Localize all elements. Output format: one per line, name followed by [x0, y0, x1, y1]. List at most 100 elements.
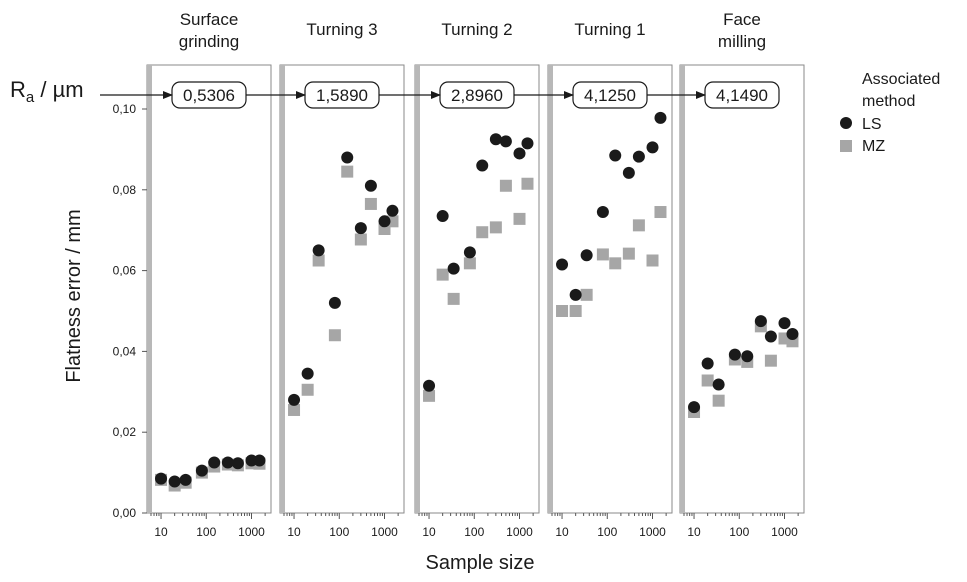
x-tick-label: 100 — [196, 525, 216, 539]
panels: Surface grinding 10 100 1000 0,5306 Turning 3 1… — [100, 10, 805, 539]
y-tick-label: 0,00 — [113, 506, 137, 520]
ls-point — [580, 249, 593, 262]
ls-point — [436, 210, 449, 223]
panel: Turning 3 10 100 1000 1,5890 — [279, 20, 405, 539]
ls-point — [386, 204, 399, 217]
panel-frame — [547, 64, 673, 514]
mz-point — [701, 374, 714, 387]
x-tick-label: 100 — [597, 525, 617, 539]
ls-point — [253, 454, 266, 467]
ls-point — [646, 141, 659, 154]
mz-point — [364, 197, 377, 210]
ls-point — [354, 222, 367, 235]
mz-point — [423, 389, 436, 402]
y-axis: 0,00 0,02 0,04 0,06 0,08 0,10 — [113, 102, 147, 520]
mz-point — [556, 305, 569, 317]
panel-title: Face — [723, 10, 761, 29]
mz-point — [580, 288, 593, 301]
mz-point — [354, 233, 367, 246]
x-tick-label: 1000 — [371, 525, 398, 539]
y-tick-label: 0,06 — [113, 264, 137, 278]
ls-point — [728, 348, 741, 361]
panel-frame — [679, 64, 805, 514]
panel-title: milling — [718, 32, 766, 51]
mz-point — [521, 177, 534, 190]
x-tick-label: 100 — [729, 525, 749, 539]
x-tick-label: 10 — [555, 525, 569, 539]
ls-point — [609, 149, 622, 162]
ls-point — [764, 330, 777, 343]
x-tick-label: 10 — [422, 525, 436, 539]
ls-point — [754, 315, 767, 328]
ls-point — [155, 472, 168, 485]
ra-value: 1,5890 — [316, 86, 368, 105]
ls-point — [231, 457, 244, 470]
ls-point — [701, 357, 714, 370]
mz-point — [569, 305, 582, 317]
x-axis-title: Sample size — [426, 552, 535, 574]
y-tick-label: 0,04 — [113, 344, 137, 358]
y-tick-label: 0,08 — [113, 183, 137, 197]
mz-point — [288, 403, 301, 416]
x-tick-label: 1000 — [639, 525, 666, 539]
x-tick-label: 10 — [687, 525, 701, 539]
mz-point — [489, 221, 502, 234]
ls-point — [569, 288, 582, 301]
panel-title: Turning 3 — [306, 20, 377, 39]
ls-point — [476, 159, 489, 172]
x-tick-label: 100 — [329, 525, 349, 539]
mz-point — [301, 383, 314, 396]
ls-point — [596, 206, 609, 219]
mz-point — [312, 254, 325, 267]
ls-point — [786, 328, 799, 341]
x-tick-label: 10 — [287, 525, 301, 539]
ls-point — [463, 246, 476, 259]
legend-mz-label: MZ — [862, 138, 885, 155]
ls-point — [301, 367, 314, 380]
ls-point — [556, 258, 569, 271]
panel-left-edge — [280, 65, 285, 513]
mz-point — [447, 292, 460, 305]
y-tick-label: 0,10 — [113, 102, 137, 116]
mz-point — [499, 179, 512, 192]
ls-point — [328, 296, 341, 309]
ls-point — [489, 133, 502, 146]
mz-point — [341, 165, 354, 178]
panel-title: Turning 1 — [574, 20, 645, 39]
ls-point — [632, 150, 645, 163]
ra-value: 4,1250 — [584, 86, 636, 105]
mz-point — [764, 354, 777, 367]
legend-mz-marker — [840, 140, 852, 152]
mz-point — [436, 268, 449, 281]
mz-point — [632, 219, 645, 232]
panel-left-edge — [415, 65, 420, 513]
ra-value: 0,5306 — [183, 86, 235, 105]
panel-title: Turning 2 — [441, 20, 512, 39]
ls-point — [179, 473, 192, 486]
panel-left-edge — [548, 65, 553, 513]
panel-frame — [146, 64, 272, 514]
legend: Associated method LS MZ — [840, 71, 940, 155]
mz-point — [712, 394, 725, 407]
mz-point — [463, 257, 476, 270]
ls-point — [312, 244, 325, 257]
ls-point — [195, 464, 208, 477]
ls-point — [423, 379, 436, 392]
ra-label: Ra / µm — [10, 77, 84, 106]
y-axis-title: Flatness error / mm — [63, 209, 85, 382]
x-tick-label: 1000 — [238, 525, 265, 539]
ls-point — [208, 456, 221, 469]
mz-point — [476, 226, 489, 239]
panel-title: grinding — [179, 32, 240, 51]
panel: Surface grinding 10 100 1000 0,5306 — [146, 10, 272, 539]
ls-point — [521, 137, 534, 150]
panel-frame — [279, 64, 405, 514]
ls-point — [288, 393, 301, 406]
x-tick-label: 10 — [154, 525, 168, 539]
ls-point — [168, 475, 181, 488]
ra-value: 2,8960 — [451, 86, 503, 105]
mz-point — [654, 206, 667, 219]
ls-point — [654, 111, 667, 124]
mz-point — [622, 247, 635, 260]
